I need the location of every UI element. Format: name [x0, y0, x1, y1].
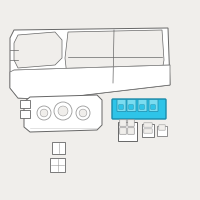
- FancyBboxPatch shape: [149, 99, 158, 112]
- FancyBboxPatch shape: [142, 124, 154, 137]
- Polygon shape: [10, 65, 170, 100]
- FancyBboxPatch shape: [151, 105, 155, 109]
- Circle shape: [40, 109, 48, 117]
- FancyBboxPatch shape: [144, 129, 152, 133]
- FancyBboxPatch shape: [138, 99, 147, 112]
- Polygon shape: [10, 28, 170, 100]
- Polygon shape: [14, 32, 62, 68]
- FancyBboxPatch shape: [140, 105, 144, 109]
- FancyBboxPatch shape: [20, 100, 30, 108]
- Circle shape: [58, 106, 68, 116]
- FancyBboxPatch shape: [20, 110, 30, 118]
- FancyBboxPatch shape: [119, 105, 123, 109]
- FancyBboxPatch shape: [50, 158, 65, 172]
- FancyBboxPatch shape: [128, 120, 134, 126]
- FancyBboxPatch shape: [127, 99, 136, 112]
- Circle shape: [79, 109, 87, 117]
- FancyBboxPatch shape: [144, 123, 152, 127]
- FancyBboxPatch shape: [159, 125, 165, 130]
- Polygon shape: [65, 30, 164, 85]
- FancyBboxPatch shape: [128, 128, 134, 134]
- FancyBboxPatch shape: [157, 126, 167, 136]
- FancyBboxPatch shape: [52, 142, 65, 154]
- FancyBboxPatch shape: [120, 128, 126, 134]
- FancyBboxPatch shape: [120, 120, 126, 126]
- FancyBboxPatch shape: [117, 99, 126, 112]
- Polygon shape: [24, 95, 102, 132]
- FancyBboxPatch shape: [118, 121, 136, 140]
- FancyBboxPatch shape: [129, 105, 133, 109]
- FancyBboxPatch shape: [112, 99, 166, 119]
